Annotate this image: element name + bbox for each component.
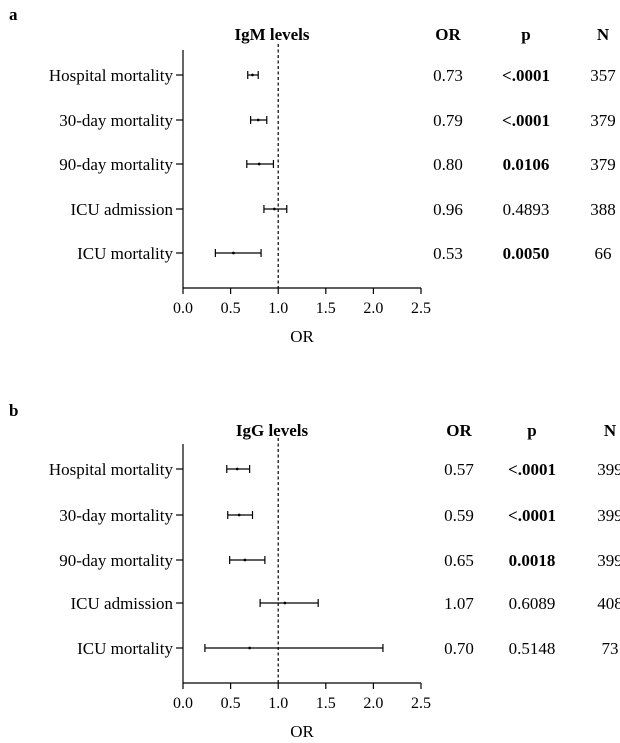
forest-panel-b: b IgG levels OR p N 0.0 0.5 1.0 1.5 2.0 2.5 OR Hospi… bbox=[9, 401, 620, 741]
row-label: 30-day mortality bbox=[59, 111, 173, 130]
x-tick-label: 2.0 bbox=[363, 300, 383, 317]
n-value: 379 bbox=[590, 155, 616, 174]
x-tick-label: 1.5 bbox=[316, 300, 336, 317]
p-value: 0.0106 bbox=[503, 155, 550, 174]
row-label: 90-day mortality bbox=[59, 155, 173, 174]
p-value: 0.5148 bbox=[509, 639, 556, 658]
n-value: 357 bbox=[590, 66, 616, 85]
p-value: 0.0018 bbox=[509, 551, 556, 570]
or-point bbox=[243, 558, 247, 562]
row-label: 90-day mortality bbox=[59, 551, 173, 570]
panel-label: b bbox=[9, 401, 18, 420]
or-point bbox=[272, 207, 276, 211]
x-tick-label: 1.0 bbox=[268, 695, 288, 712]
or-value: 0.59 bbox=[444, 506, 474, 525]
or-point bbox=[251, 73, 254, 77]
x-tick-label: 2.5 bbox=[411, 300, 431, 317]
x-axis-label: OR bbox=[290, 327, 314, 346]
or-value: 0.53 bbox=[433, 244, 463, 263]
or-value: 0.70 bbox=[444, 639, 474, 658]
forest-panel-a: a IgM levels OR p N 0.0 0.5 1.0 1.5 2.0 2.5 OR Hospi… bbox=[9, 5, 616, 346]
x-tick-label: 0.0 bbox=[173, 300, 193, 317]
x-tick-label: 2.0 bbox=[363, 695, 383, 712]
n-value: 388 bbox=[590, 200, 616, 219]
column-header-p: p bbox=[527, 421, 536, 440]
x-tick-label: 0.5 bbox=[221, 695, 241, 712]
or-point bbox=[248, 646, 252, 650]
p-value: <.0001 bbox=[508, 506, 556, 525]
p-value: <.0001 bbox=[502, 66, 550, 85]
p-value: <.0001 bbox=[508, 460, 556, 479]
x-tick-label: 1.5 bbox=[316, 695, 336, 712]
row-label: ICU mortality bbox=[77, 244, 173, 263]
column-header-n: N bbox=[604, 421, 617, 440]
chart-title: IgM levels bbox=[234, 25, 309, 44]
column-header-or: OR bbox=[435, 25, 461, 44]
x-tick-label: 0.0 bbox=[173, 695, 193, 712]
x-axis-label: OR bbox=[290, 722, 314, 741]
or-point bbox=[232, 251, 235, 255]
or-value: 0.79 bbox=[433, 111, 463, 130]
p-value: 0.4893 bbox=[503, 200, 550, 219]
x-tick-label: 0.5 bbox=[221, 300, 241, 317]
n-value: 399 bbox=[597, 506, 620, 525]
or-value: 0.80 bbox=[433, 155, 463, 174]
column-header-or: OR bbox=[446, 421, 472, 440]
column-header-p: p bbox=[521, 25, 530, 44]
row-label: Hospital mortality bbox=[49, 66, 174, 85]
or-value: 0.57 bbox=[444, 460, 474, 479]
n-value: 73 bbox=[602, 639, 619, 658]
or-point bbox=[235, 467, 239, 471]
x-tick-label: 1.0 bbox=[268, 300, 288, 317]
row-label: ICU admission bbox=[71, 594, 174, 613]
row-label: 30-day mortality bbox=[59, 506, 173, 525]
x-tick-label: 2.5 bbox=[411, 695, 431, 712]
or-point bbox=[256, 118, 260, 122]
n-value: 399 bbox=[597, 551, 620, 570]
p-value: <.0001 bbox=[502, 111, 550, 130]
p-value: 0.6089 bbox=[509, 594, 556, 613]
or-point bbox=[237, 513, 241, 517]
or-value: 0.73 bbox=[433, 66, 463, 85]
n-value: 399 bbox=[597, 460, 620, 479]
or-value: 1.07 bbox=[444, 594, 474, 613]
or-point bbox=[283, 601, 287, 605]
n-value: 408 bbox=[597, 594, 620, 613]
panel-label: a bbox=[9, 5, 18, 24]
n-value: 379 bbox=[590, 111, 616, 130]
n-value: 66 bbox=[595, 244, 612, 263]
or-value: 0.96 bbox=[433, 200, 463, 219]
row-label: Hospital mortality bbox=[49, 460, 174, 479]
column-header-n: N bbox=[597, 25, 610, 44]
row-label: ICU mortality bbox=[77, 639, 173, 658]
chart-title: IgG levels bbox=[236, 421, 309, 440]
p-value: 0.0050 bbox=[503, 244, 550, 263]
or-value: 0.65 bbox=[444, 551, 474, 570]
or-point bbox=[257, 162, 261, 166]
row-label: ICU admission bbox=[71, 200, 174, 219]
